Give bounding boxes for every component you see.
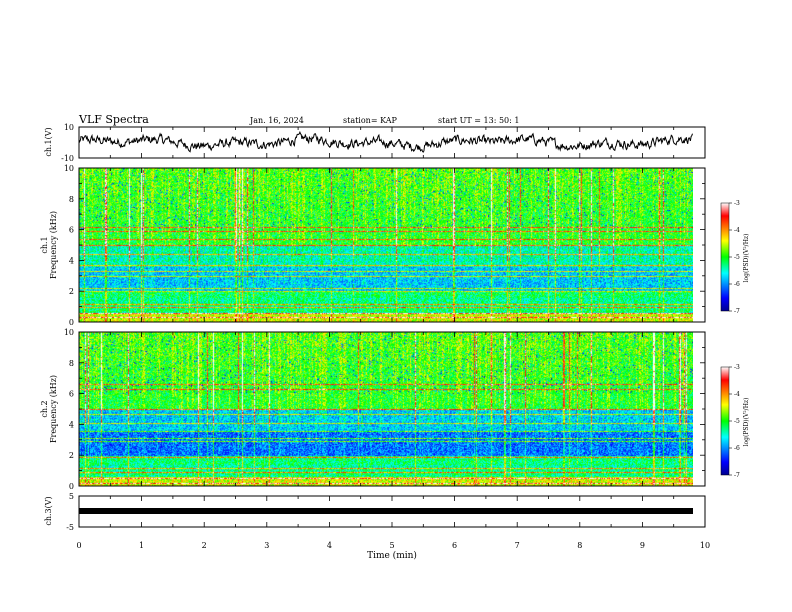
panel-ch1-waveform: 10 -10 ch.1(V) — [44, 123, 706, 163]
ytick-label: 10 — [64, 328, 74, 337]
xtick-label: 5 — [389, 541, 394, 550]
ytick-label: 6 — [69, 390, 74, 399]
ch2-spectrogram-ylabel-frequency: Frequency (kHz) — [49, 375, 58, 443]
ch2-spectrogram-image — [79, 332, 693, 486]
ytick-label: 8 — [69, 359, 74, 368]
time-axis-label: Time (min) — [367, 550, 417, 561]
xtick-label: 8 — [577, 541, 582, 550]
ytick-label: 0 — [69, 318, 74, 327]
ch3-ytick-bottom: -5 — [66, 523, 74, 532]
xtick-label: 6 — [452, 541, 457, 550]
figure-title: VLF Spectra — [78, 113, 149, 126]
time-axis-ticks — [78, 127, 706, 527]
colorbar-tick-label: -4 — [734, 391, 740, 398]
station-label: station= KAP — [343, 116, 398, 125]
colorbar-ch1: -3 -4 -5 -6 -7 log(PSD)(V²/Hz) — [720, 200, 750, 315]
ytick-label: 4 — [69, 256, 74, 265]
panel-ch2-spectrogram: 0 2 4 6 8 10 ch.2 Frequency (kHz) — [40, 328, 706, 491]
ch3-waveform-trace — [79, 508, 693, 514]
colorbar-ch2-scale — [720, 366, 730, 476]
xtick-label: 3 — [264, 541, 269, 550]
ytick-label: 10 — [64, 164, 74, 173]
ch1-spectrogram-image — [79, 168, 693, 322]
ch1-waveform-ylabel: ch.1(V) — [44, 127, 53, 156]
ytick-label: 4 — [69, 420, 74, 429]
xtick-label: 7 — [515, 541, 520, 550]
panel-ch1-spectrogram: 0 2 4 6 8 10 ch.1 Frequency (kHz) — [40, 164, 706, 327]
ch2-spectrogram-ylabel-channel: ch.2 — [40, 400, 49, 417]
ytick-label: 0 — [69, 482, 74, 491]
ch1-waveform-line — [78, 130, 693, 153]
xtick-label: 4 — [327, 541, 332, 550]
colorbar-ch1-scale — [720, 202, 730, 312]
colorbar-tick-label: -4 — [734, 227, 740, 234]
colorbar-ch2-label: log(PSD)(V²/Hz) — [743, 398, 750, 447]
xtick-label: 1 — [139, 541, 144, 550]
xtick-label: 9 — [640, 541, 645, 550]
ytick-label: 2 — [69, 287, 74, 296]
colorbar-tick-label: -7 — [734, 472, 740, 479]
start-time-label: start UT = 13: 50: 1 — [438, 116, 519, 125]
ytick-label: 6 — [69, 226, 74, 235]
colorbar-tick-label: -6 — [734, 281, 740, 288]
date-label: Jan. 16, 2024 — [249, 116, 304, 125]
xtick-label: 0 — [76, 541, 81, 550]
colorbar-ch1-label: log(PSD)(V²/Hz) — [743, 234, 750, 283]
colorbar-tick-label: -5 — [734, 254, 740, 261]
colorbar-tick-label: -3 — [734, 200, 740, 207]
ch1-spectrogram-ylabel-frequency: Frequency (kHz) — [49, 211, 58, 279]
ch3-waveform-ylabel: ch.3(V) — [44, 496, 53, 525]
ytick-label: 2 — [69, 451, 74, 460]
colorbar-tick-label: -6 — [734, 445, 740, 452]
ch3-ytick-top: 5 — [69, 492, 74, 501]
ytick-label: 8 — [69, 195, 74, 204]
colorbar-tick-label: -7 — [734, 308, 740, 315]
ch1-spectrogram-ylabel-channel: ch.1 — [40, 236, 49, 253]
panel-ch3-waveform: 5 -5 ch.3(V) — [44, 492, 706, 532]
xtick-label: 10 — [700, 541, 710, 550]
time-axis: 0 1 2 3 4 5 6 7 8 9 10 — [76, 541, 710, 550]
xtick-label: 2 — [202, 541, 207, 550]
colorbar-ch2: -3 -4 -5 -6 -7 log(PSD)(V²/Hz) — [720, 364, 750, 479]
ch1-ytick-top: 10 — [64, 123, 74, 132]
colorbar-tick-label: -3 — [734, 364, 740, 371]
colorbar-tick-label: -5 — [734, 418, 740, 425]
ch1-ytick-bottom: -10 — [61, 154, 74, 163]
